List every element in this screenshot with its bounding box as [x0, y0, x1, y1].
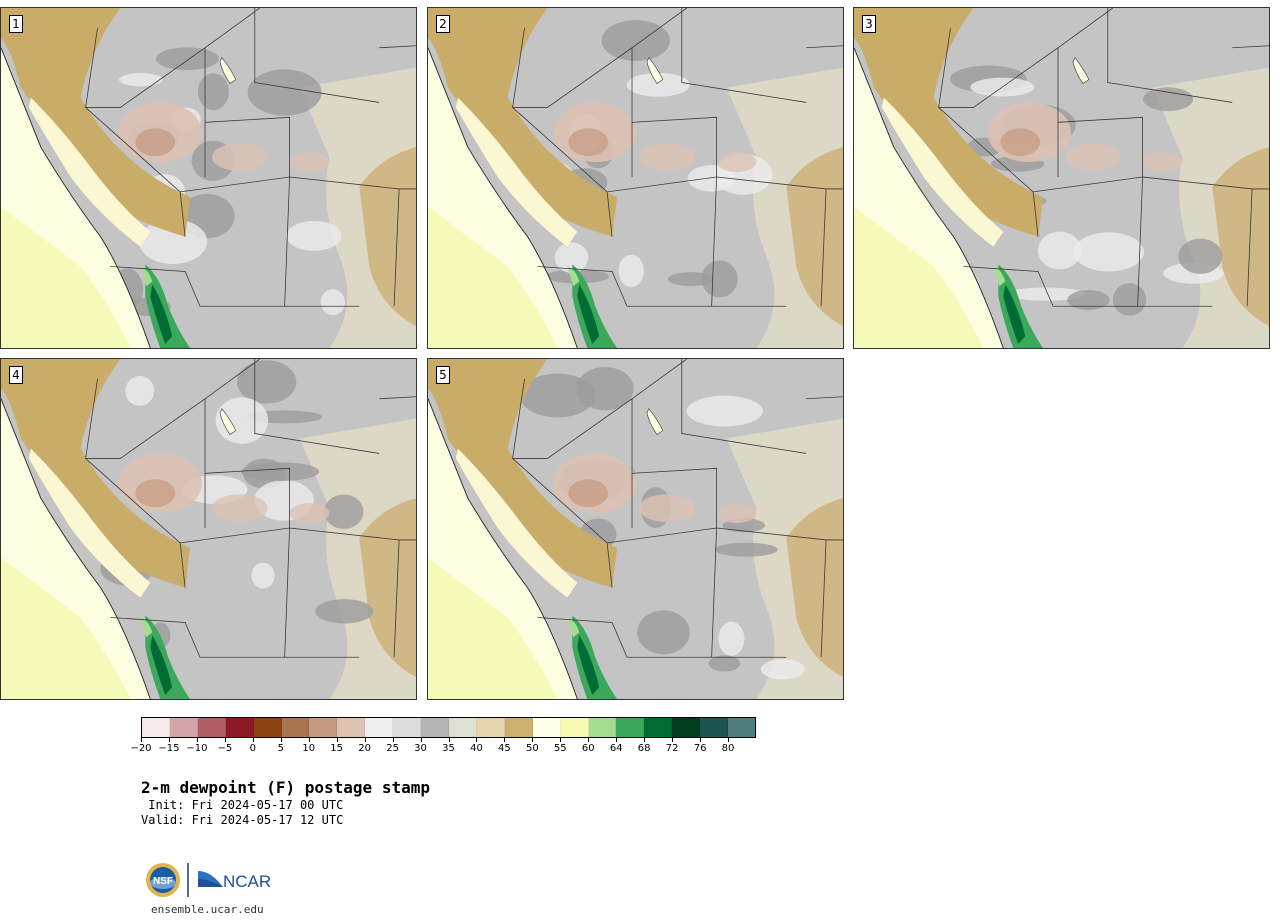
colorbar-tick: [196, 738, 198, 742]
colorbar-tick: [224, 738, 226, 742]
stamp-panel-1: 1: [0, 7, 417, 349]
colorbar-swatch: [644, 718, 673, 737]
colorbar-swatch: [532, 718, 561, 737]
colorbar-swatch: [448, 718, 477, 737]
colorbar-swatch: [476, 718, 505, 737]
colorbar-swatch: [560, 718, 589, 737]
dewpoint-map-4: [1, 359, 416, 699]
panel-number-label: 3: [862, 15, 876, 33]
logos: NSF NCAR: [145, 860, 285, 900]
colorbar-tick: [308, 738, 310, 742]
colorbar-tick-label: 40: [470, 743, 483, 754]
colorbar-tick: [252, 738, 254, 742]
colorbar-tick-label: 10: [302, 743, 316, 754]
colorbar-tick: [420, 738, 422, 742]
colorbar-tick: [448, 738, 450, 742]
colorbar-tick-label: −10: [186, 743, 208, 754]
colorbar-tick-label: 20: [358, 743, 371, 754]
colorbar-tick-label: −5: [217, 743, 233, 754]
colorbar-tick-label: 25: [386, 743, 399, 754]
dewpoint-map-5: [428, 359, 843, 699]
ncar-logo-icon: NCAR: [198, 871, 271, 891]
panel-number-label: 2: [436, 15, 450, 33]
colorbar-swatch: [393, 718, 422, 737]
colorbar-swatch: [616, 718, 645, 737]
colorbar-tick-label: 72: [665, 743, 679, 754]
website-text: ensemble.ucar.edu: [151, 903, 264, 916]
panel-number-label: 1: [9, 15, 23, 33]
colorbar-tick: [168, 738, 170, 742]
colorbar-swatch: [309, 718, 338, 737]
valid-time: Valid: Fri 2024-05-17 12 UTC: [141, 813, 344, 827]
colorbar-tick-label: 64: [609, 743, 623, 754]
colorbar-tick: [700, 738, 702, 742]
colorbar-tick-label: 0: [249, 743, 256, 754]
colorbar-swatch: [337, 718, 366, 737]
colorbar-tick-label: 68: [637, 743, 651, 754]
colorbar-swatch: [504, 718, 533, 737]
colorbar-swatch: [700, 718, 729, 737]
stamp-panel-4: 4: [0, 358, 417, 700]
ncar-logo-text: NCAR: [223, 872, 271, 891]
colorbar-swatch: [197, 718, 226, 737]
colorbar-swatch: [728, 718, 755, 737]
colorbar-tick-label: 76: [693, 743, 707, 754]
colorbar-tick-label: −20: [130, 743, 152, 754]
colorbar-swatch: [421, 718, 449, 737]
panel-number-label: 5: [436, 366, 450, 384]
colorbar-tick: [280, 738, 282, 742]
nsf-logo-icon: NSF: [146, 863, 180, 897]
colorbar-tick-label: −15: [158, 743, 180, 754]
panel-number-label: 4: [9, 366, 23, 384]
colorbar-swatch: [365, 718, 394, 737]
colorbar-tick: [560, 738, 562, 742]
init-time: Init: Fri 2024-05-17 00 UTC: [141, 798, 344, 812]
colorbar-swatch: [588, 718, 617, 737]
colorbar-tick-label: 5: [277, 743, 284, 754]
colorbar-tick: [672, 738, 674, 742]
colorbar-tick-label: 15: [330, 743, 344, 754]
colorbar: [141, 717, 756, 738]
colorbar-tick-label: 45: [498, 743, 511, 754]
colorbar-tick: [728, 738, 730, 742]
stamp-panel-2: 2: [427, 7, 844, 349]
title-block: 2-m dewpoint (F) postage stamp Init: Fri…: [141, 778, 430, 828]
colorbar-tick-label: 30: [414, 743, 427, 754]
colorbar-tick: [532, 738, 534, 742]
dewpoint-map-1: [1, 8, 416, 348]
colorbar-swatch: [281, 718, 310, 737]
colorbar-ticks: −20 −15 −10 −5 0 5 10 15 20 25 30 35 40 45 50 55 60 64 68 7…: [130, 738, 756, 758]
colorbar-swatch: [142, 718, 170, 737]
colorbar-swatch: [253, 718, 282, 737]
colorbar-tick: [364, 738, 366, 742]
colorbar-swatch: [225, 718, 254, 737]
colorbar-tick: [504, 738, 506, 742]
colorbar-swatch: [169, 718, 198, 737]
colorbar-tick: [336, 738, 338, 742]
colorbar-tick-label: 35: [442, 743, 455, 754]
dewpoint-map-2: [428, 8, 843, 348]
colorbar-tick-label: 55: [553, 743, 567, 754]
colorbar-tick: [616, 738, 618, 742]
colorbar-tick: [392, 738, 394, 742]
colorbar-tick-label: 80: [721, 743, 735, 754]
stamp-panel-5: 5: [427, 358, 844, 700]
colorbar-tick-label: 50: [525, 743, 539, 754]
colorbar-swatch: [672, 718, 701, 737]
dewpoint-map-3: [854, 8, 1269, 348]
stamp-panel-3: 3: [853, 7, 1270, 349]
page-title: 2-m dewpoint (F) postage stamp: [141, 778, 430, 797]
colorbar-tick-label: 60: [581, 743, 595, 754]
colorbar-tick: [644, 738, 646, 742]
nsf-logo-text: NSF: [153, 876, 173, 887]
colorbar-tick: [141, 738, 142, 742]
colorbar-tick: [588, 738, 590, 742]
colorbar-tick: [476, 738, 478, 742]
